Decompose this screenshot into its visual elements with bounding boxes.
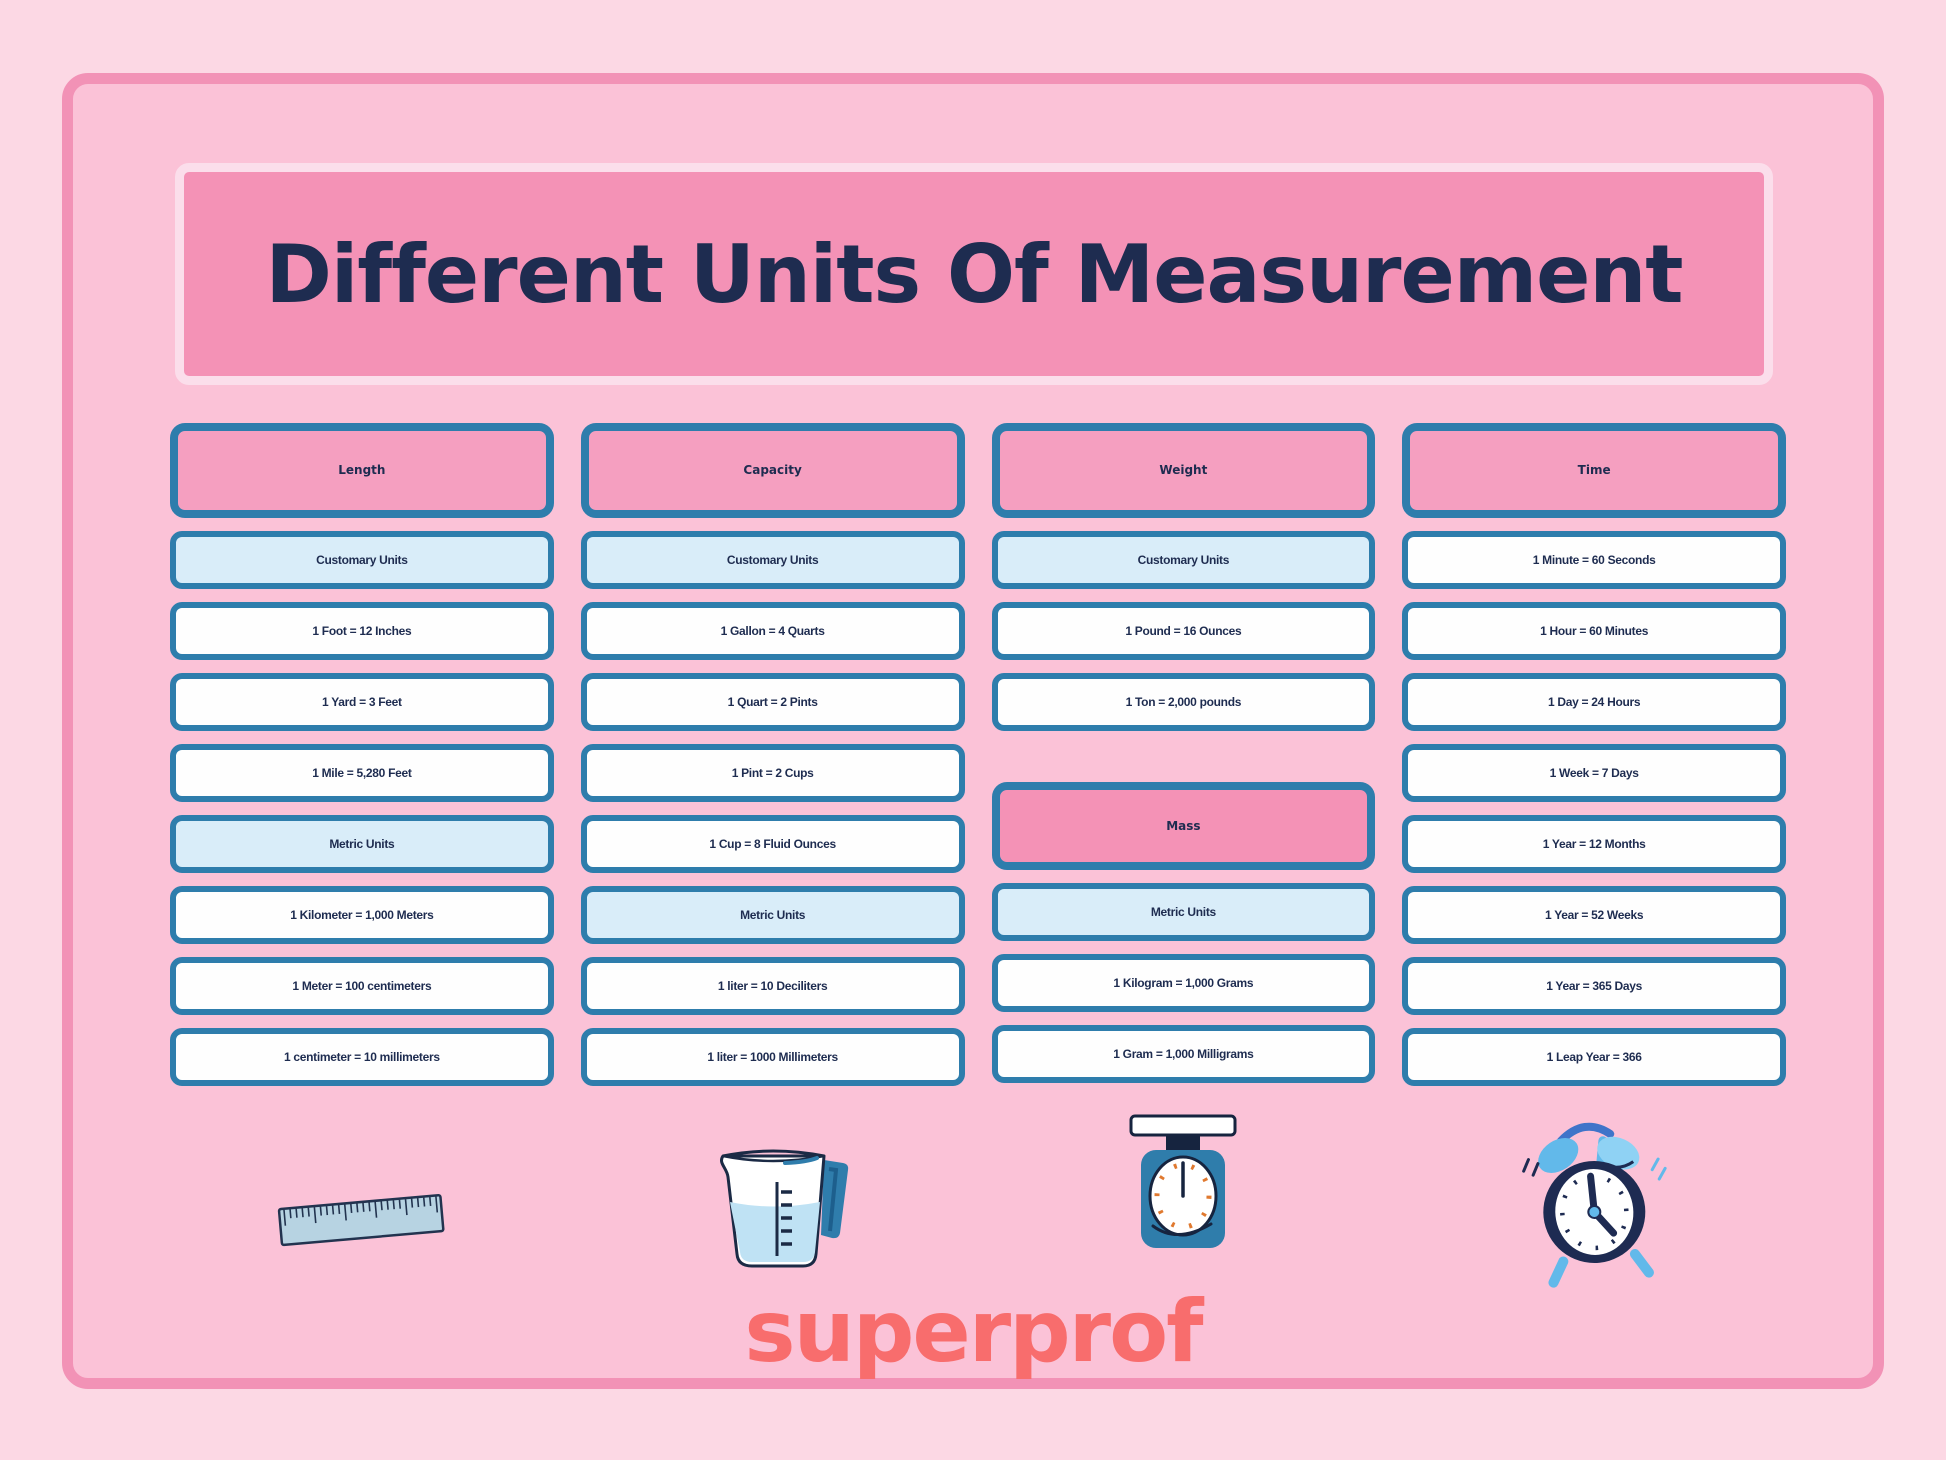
conversion-fact: 1 Minute = 60 Seconds: [1402, 531, 1786, 589]
conversion-fact: 1 Hour = 60 Minutes: [1402, 602, 1786, 660]
column-header-time: Time: [1402, 423, 1786, 518]
column-capacity: Capacity Customary Units 1 Gallon = 4 Quar…: [580, 423, 965, 1086]
conversion-fact: 1 Meter = 100 centimeters: [170, 957, 554, 1015]
conversion-fact: 1 Quart = 2 Pints: [580, 673, 965, 731]
conversion-fact: 1 Gallon = 4 Quarts: [580, 602, 965, 660]
unit-system-label: Metric Units: [991, 883, 1376, 941]
ruler-icon: [170, 1100, 554, 1300]
conversion-fact: 1 Ton = 2,000 pounds: [991, 673, 1376, 731]
weighing-scale-icon: [992, 1100, 1376, 1300]
alarm-clock-icon: [1402, 1100, 1786, 1300]
column-header-capacity: Capacity: [580, 423, 965, 518]
conversion-fact: 1 Pint = 2 Cups: [580, 744, 965, 802]
title-box: Different Units Of Measurement: [175, 163, 1773, 385]
column-weight: Weight Customary Units 1 Pound = 16 Ounces…: [991, 423, 1376, 1086]
conversion-fact: 1 Year = 365 Days: [1402, 957, 1786, 1015]
conversion-fact: 1 Week = 7 Days: [1402, 744, 1786, 802]
conversion-fact: 1 Pound = 16 Ounces: [991, 602, 1376, 660]
conversion-fact: 1 Kilogram = 1,000 Grams: [991, 954, 1376, 1012]
brand-logo: superprof: [744, 1282, 1203, 1382]
conversion-fact: 1 Foot = 12 Inches: [170, 602, 554, 660]
column-gap: [992, 744, 1376, 769]
conversion-fact: 1 Year = 52 Weeks: [1402, 886, 1786, 944]
conversion-fact: 1 liter = 10 Deciliters: [580, 957, 965, 1015]
measuring-cup-icon: [581, 1100, 965, 1300]
unit-system-label: Customary Units: [991, 531, 1376, 589]
conversion-fact: 1 Mile = 5,280 Feet: [170, 744, 554, 802]
conversion-fact: 1 Day = 24 Hours: [1402, 673, 1786, 731]
conversion-fact: 1 Cup = 8 Fluid Ounces: [580, 815, 965, 873]
conversion-fact: 1 Gram = 1,000 Milligrams: [991, 1025, 1376, 1083]
unit-system-label: Customary Units: [170, 531, 554, 589]
column-length: Length Customary Units 1 Foot = 12 Inches 1…: [170, 423, 554, 1086]
poster-panel: Different Units Of Measurement Length Cus…: [62, 73, 1884, 1389]
column-header-length: Length: [170, 423, 554, 518]
page-title: Different Units Of Measurement: [265, 227, 1683, 321]
unit-system-label: Customary Units: [580, 531, 965, 589]
columns: Length Customary Units 1 Foot = 12 Inches 1…: [170, 423, 1786, 1086]
conversion-fact: 1 centimeter = 10 millimeters: [170, 1028, 554, 1086]
conversion-fact: 1 liter = 1000 Millimeters: [580, 1028, 965, 1086]
conversion-fact: 1 Kilometer = 1,000 Meters: [170, 886, 554, 944]
unit-system-label: Metric Units: [170, 815, 554, 873]
conversion-fact: 1 Year = 12 Months: [1402, 815, 1786, 873]
section-header-mass: Mass: [991, 782, 1376, 870]
conversion-fact: 1 Yard = 3 Feet: [170, 673, 554, 731]
conversion-fact: 1 Leap Year = 366: [1402, 1028, 1786, 1086]
unit-system-label: Metric Units: [580, 886, 965, 944]
icons-row: [170, 1100, 1786, 1300]
column-time: Time 1 Minute = 60 Seconds 1 Hour = 60 Min…: [1402, 423, 1786, 1086]
column-header-weight: Weight: [991, 423, 1376, 518]
